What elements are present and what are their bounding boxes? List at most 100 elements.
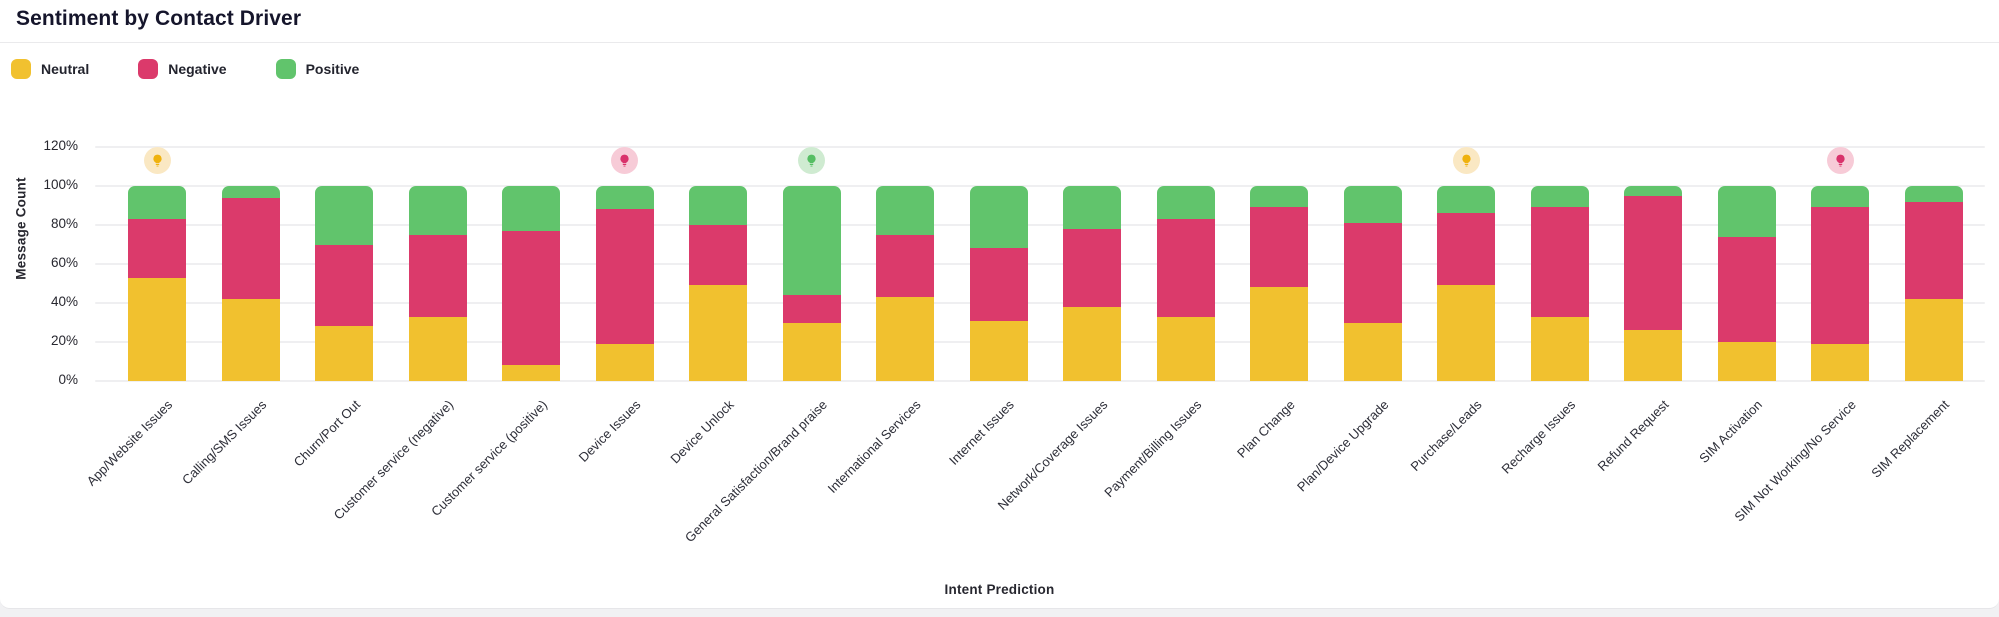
bar-segment-neutral[interactable]: [221, 299, 280, 381]
lightbulb-icon[interactable]: [611, 147, 638, 174]
bar-segment-negative[interactable]: [876, 234, 934, 298]
x-axis-label: Recharge Issues: [1498, 397, 1579, 477]
bar-segment-neutral[interactable]: [1063, 306, 1121, 381]
bar-segment-neutral[interactable]: [128, 277, 186, 381]
bar-segment-neutral[interactable]: [1811, 343, 1869, 381]
bar-segment-neutral[interactable]: [1530, 316, 1589, 381]
bar-segment-negative[interactable]: [1437, 213, 1495, 286]
bar-refund-request[interactable]: [1624, 186, 1682, 381]
x-axis-label: SIM Activation: [1696, 397, 1766, 466]
bar-segment-positive[interactable]: [408, 186, 467, 235]
bar-segment-positive[interactable]: [1717, 186, 1776, 237]
bar-segment-negative[interactable]: [1811, 207, 1869, 344]
bar-segment-negative[interactable]: [502, 230, 560, 366]
bar-segment-neutral[interactable]: [595, 343, 654, 381]
bar-segment-negative[interactable]: [969, 248, 1028, 321]
bar-segment-positive[interactable]: [1624, 186, 1682, 196]
bar-segment-negative[interactable]: [315, 244, 373, 327]
bar-segment-neutral[interactable]: [1717, 342, 1776, 381]
lightbulb-icon[interactable]: [1452, 147, 1480, 174]
bar-sim-replacement[interactable]: [1904, 186, 1963, 381]
bar-segment-positive[interactable]: [1156, 186, 1215, 220]
bar-internet-issues[interactable]: [969, 186, 1028, 381]
gridline: [95, 224, 1985, 226]
bar-segment-neutral[interactable]: [969, 320, 1028, 381]
bar-segment-positive[interactable]: [1250, 186, 1308, 208]
legend-item-neutral[interactable]: Neutral: [11, 59, 89, 79]
lightbulb-icon[interactable]: [143, 147, 171, 174]
bar-segment-positive[interactable]: [595, 186, 654, 210]
bar-segment-positive[interactable]: [128, 186, 186, 220]
bar-segment-negative[interactable]: [1717, 236, 1776, 342]
legend: Neutral Negative Positive: [11, 59, 359, 79]
x-axis-label: Refund Request: [1594, 397, 1672, 475]
bar-segment-neutral[interactable]: [1250, 287, 1308, 381]
bar-app-website-issues[interactable]: [128, 186, 186, 381]
bar-segment-neutral[interactable]: [1904, 299, 1963, 381]
bar-segment-negative[interactable]: [689, 225, 747, 286]
bar-segment-neutral[interactable]: [315, 326, 373, 381]
bar-recharge-issues[interactable]: [1530, 186, 1589, 381]
bar-segment-positive[interactable]: [1904, 186, 1963, 202]
bar-device-issues[interactable]: [595, 186, 654, 381]
bar-segment-positive[interactable]: [502, 186, 560, 231]
legend-item-negative[interactable]: Negative: [138, 59, 227, 79]
bar-segment-positive[interactable]: [689, 186, 747, 225]
bar-segment-neutral[interactable]: [502, 365, 560, 381]
x-axis-label: Network/Coverage Issues: [994, 397, 1111, 513]
bar-purchase-leads[interactable]: [1437, 186, 1495, 381]
bar-payment-billing-issues[interactable]: [1156, 186, 1215, 381]
bar-segment-positive[interactable]: [876, 186, 934, 235]
bar-customer-service-positive-[interactable]: [502, 186, 560, 381]
bar-segment-neutral[interactable]: [782, 322, 841, 381]
bar-segment-neutral[interactable]: [876, 297, 934, 381]
bar-network-coverage-issues[interactable]: [1063, 186, 1121, 381]
bar-segment-negative[interactable]: [221, 197, 280, 300]
bar-plan-change[interactable]: [1250, 186, 1308, 381]
bar-segment-negative[interactable]: [1250, 207, 1308, 288]
bar-sim-activation[interactable]: [1717, 186, 1776, 381]
x-axis-label: Purchase/Leads: [1407, 397, 1485, 475]
bar-plan-device-upgrade[interactable]: [1343, 186, 1402, 381]
lightbulb-icon[interactable]: [798, 147, 825, 174]
bar-segment-negative[interactable]: [1063, 228, 1121, 307]
bar-segment-neutral[interactable]: [1343, 322, 1402, 381]
bar-segment-positive[interactable]: [1811, 186, 1869, 208]
legend-item-positive[interactable]: Positive: [275, 59, 359, 79]
legend-label: Negative: [168, 61, 227, 77]
bar-segment-negative[interactable]: [1904, 201, 1963, 300]
bar-sim-not-working-no-service[interactable]: [1811, 186, 1869, 381]
lightbulb-icon[interactable]: [1826, 147, 1854, 174]
bar-segment-negative[interactable]: [1624, 195, 1682, 331]
bar-segment-neutral[interactable]: [408, 316, 467, 381]
bar-international-services[interactable]: [876, 186, 934, 381]
x-axis-label: SIM Replacement: [1868, 397, 1953, 481]
bar-segment-negative[interactable]: [782, 295, 841, 323]
bar-segment-positive[interactable]: [1063, 186, 1121, 229]
bar-segment-negative[interactable]: [595, 209, 654, 344]
bar-segment-negative[interactable]: [1530, 207, 1589, 317]
bar-segment-positive[interactable]: [315, 186, 373, 245]
bar-segment-negative[interactable]: [1156, 219, 1215, 317]
bar-segment-positive[interactable]: [1437, 186, 1495, 214]
bar-calling-sms-issues[interactable]: [221, 186, 280, 381]
bar-segment-neutral[interactable]: [1624, 330, 1682, 381]
bar-segment-negative[interactable]: [408, 234, 467, 317]
bar-segment-positive[interactable]: [1530, 186, 1589, 208]
bar-segment-positive[interactable]: [969, 186, 1028, 249]
bar-general-satisfaction-brand-praise[interactable]: [782, 186, 841, 381]
bar-segment-negative[interactable]: [1343, 223, 1402, 323]
bar-segment-neutral[interactable]: [1156, 316, 1215, 381]
bar-segment-negative[interactable]: [128, 219, 186, 278]
bar-device-unlock[interactable]: [689, 186, 747, 381]
gridline: [95, 380, 1985, 382]
bar-segment-positive[interactable]: [221, 186, 280, 198]
bar-segment-positive[interactable]: [782, 186, 841, 296]
bar-segment-neutral[interactable]: [689, 285, 747, 381]
bar-segment-positive[interactable]: [1343, 186, 1402, 224]
gridline: [95, 146, 1985, 148]
bar-customer-service-negative-[interactable]: [408, 186, 467, 381]
bar-segment-neutral[interactable]: [1437, 285, 1495, 381]
bar-churn-port-out[interactable]: [315, 186, 373, 381]
